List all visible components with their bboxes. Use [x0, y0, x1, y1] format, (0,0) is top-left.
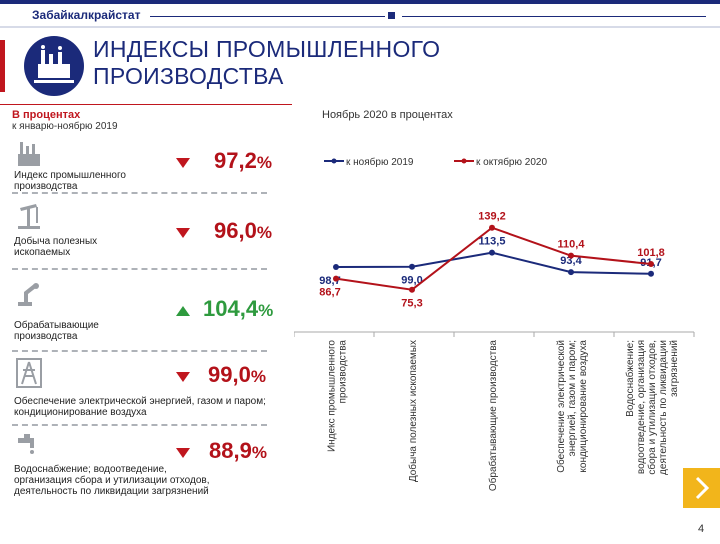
indicator-label: Добыча полезных ископаемых — [14, 236, 98, 258]
factory-icon — [18, 142, 40, 166]
data-label: 93,4 — [560, 255, 582, 267]
accent-strip — [0, 40, 5, 92]
data-label: 101,8 — [637, 247, 665, 259]
indicator-value: 97,2% — [214, 148, 272, 173]
data-point — [333, 275, 339, 282]
trend-down-icon — [176, 372, 190, 382]
data-point — [409, 286, 415, 293]
category-label: Индекс промышленногопроизводства — [327, 340, 349, 452]
next-slide-button[interactable] — [683, 468, 720, 508]
header-line-right — [402, 16, 706, 17]
indicator-value: 96,0% — [214, 218, 272, 243]
category-label: Обрабатывающие производства — [487, 340, 499, 492]
data-point — [489, 249, 495, 256]
header-line — [150, 16, 385, 17]
indicator-label: Обрабатывающие производства — [14, 320, 99, 342]
oil-pump-icon — [18, 204, 40, 229]
trend-up-icon — [176, 306, 190, 316]
data-label: 99,0 — [401, 275, 422, 287]
chevron-right-icon — [695, 476, 710, 500]
legend-marker — [331, 158, 337, 164]
brand-name: Забайкалкрайстат — [32, 8, 141, 22]
data-label: 139,2 — [478, 211, 506, 223]
category-label: Обеспечение электрическойэнергией, газом… — [555, 340, 589, 473]
trend-down-icon — [176, 158, 190, 168]
legend-marker — [461, 158, 467, 164]
indicator-value: 88,9% — [209, 438, 267, 463]
indicator-label: Индекс промышленного производства — [14, 170, 126, 192]
page-title: ИНДЕКСЫ ПРОМЫШЛЕННОГО ПРОИЗВОДСТВА — [93, 36, 513, 90]
factory-logo-icon — [24, 36, 84, 96]
data-point — [568, 252, 574, 259]
top-border — [0, 0, 720, 4]
data-point — [568, 269, 574, 276]
power-tower-icon — [16, 358, 42, 388]
trend-down-icon — [176, 228, 190, 238]
category-label: Добыча полезных ископаемых — [407, 340, 419, 482]
indicator-label: Водоснабжение; водоотведение, организаци… — [14, 464, 210, 497]
category-label: Водоснабжение;водоотведение, организация… — [624, 340, 680, 475]
data-label: 75,3 — [401, 298, 422, 310]
row-divider — [12, 192, 267, 194]
data-label: 86,7 — [319, 287, 340, 299]
row-divider — [12, 268, 267, 270]
title-line-2: ПРОИЗВОДСТВА — [93, 63, 284, 89]
header-divider — [0, 26, 720, 28]
section-divider — [0, 104, 292, 105]
data-point — [333, 264, 339, 271]
data-label: 110,4 — [558, 239, 586, 251]
indicator-value: 99,0% — [208, 362, 266, 387]
left-subheading: к январю-ноябрю 2019 — [12, 121, 118, 132]
water-tap-icon — [18, 434, 34, 454]
data-point — [409, 263, 415, 270]
page-number: 4 — [698, 523, 705, 535]
row-divider — [12, 350, 267, 352]
title-line-1: ИНДЕКСЫ ПРОМЫШЛЕННОГО — [93, 36, 441, 62]
data-label: 113,5 — [479, 236, 506, 248]
left-heading: В процентах — [12, 109, 81, 121]
chart-title: Ноябрь 2020 в процентах — [322, 109, 453, 121]
data-point — [648, 261, 654, 268]
legend-label: к ноябрю 2019 — [346, 156, 414, 168]
robot-arm-icon — [18, 283, 39, 306]
row-divider — [12, 424, 267, 426]
header-square — [388, 12, 395, 19]
data-point — [489, 224, 495, 231]
data-point — [648, 270, 654, 277]
legend-label: к октябрю 2020 — [476, 156, 547, 168]
trend-down-icon — [176, 448, 190, 458]
series-line-0 — [335, 251, 652, 275]
indicator-value: 104,4% — [203, 296, 274, 321]
indicator-label: Обеспечение электрической энергией, газо… — [14, 396, 266, 418]
